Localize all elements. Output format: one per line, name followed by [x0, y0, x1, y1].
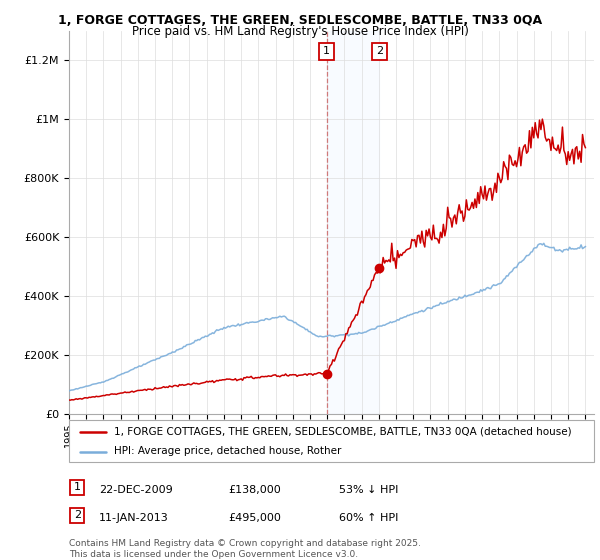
Text: 1, FORGE COTTAGES, THE GREEN, SEDLESCOMBE, BATTLE, TN33 0QA (detached house): 1, FORGE COTTAGES, THE GREEN, SEDLESCOMB… — [113, 427, 571, 437]
Text: 2: 2 — [74, 511, 81, 520]
Text: 2: 2 — [376, 46, 383, 57]
Text: 60% ↑ HPI: 60% ↑ HPI — [339, 513, 398, 523]
Text: 1, FORGE COTTAGES, THE GREEN, SEDLESCOMBE, BATTLE, TN33 0QA: 1, FORGE COTTAGES, THE GREEN, SEDLESCOMB… — [58, 14, 542, 27]
Text: 1: 1 — [323, 46, 330, 57]
Bar — [326, 31, 379, 414]
Text: 53% ↓ HPI: 53% ↓ HPI — [339, 485, 398, 495]
Text: HPI: Average price, detached house, Rother: HPI: Average price, detached house, Roth… — [113, 446, 341, 456]
Text: 11-JAN-2013: 11-JAN-2013 — [99, 513, 169, 523]
Bar — [70, 480, 85, 495]
Bar — [70, 508, 85, 523]
Text: £138,000: £138,000 — [228, 485, 281, 495]
Text: Price paid vs. HM Land Registry's House Price Index (HPI): Price paid vs. HM Land Registry's House … — [131, 25, 469, 38]
Text: Contains HM Land Registry data © Crown copyright and database right 2025.
This d: Contains HM Land Registry data © Crown c… — [69, 539, 421, 559]
Text: £495,000: £495,000 — [228, 513, 281, 523]
Text: 1: 1 — [74, 483, 81, 492]
Text: 22-DEC-2009: 22-DEC-2009 — [99, 485, 173, 495]
